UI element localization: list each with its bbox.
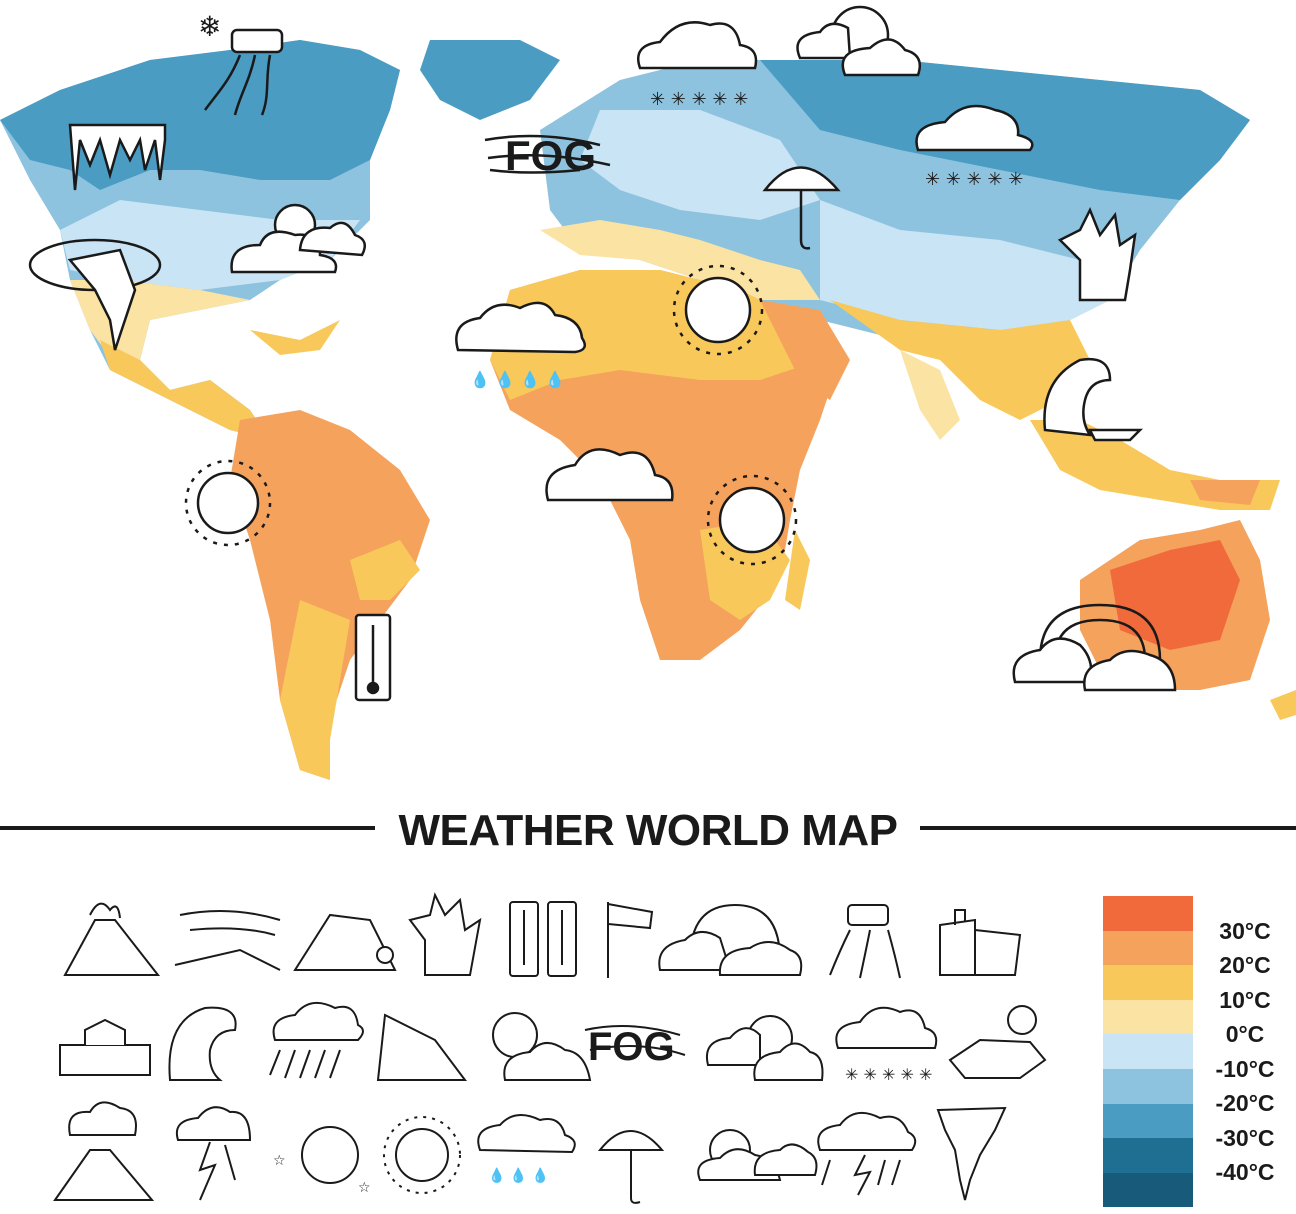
wildfire-icon-map bbox=[1057, 206, 1137, 302]
fog-label-icon: FOG bbox=[484, 132, 611, 179]
tornado-icon bbox=[28, 238, 162, 351]
icy-road-icon-legend bbox=[829, 904, 901, 979]
cloud-icon-africa bbox=[545, 448, 674, 502]
icicles-icon bbox=[68, 123, 167, 191]
legend-label-m10: -10°C bbox=[1215, 1056, 1275, 1082]
australia bbox=[1080, 520, 1296, 720]
tornado-icon-legend bbox=[936, 1106, 1007, 1201]
svg-text:✳ ✳ ✳ ✳ ✳: ✳ ✳ ✳ ✳ ✳ bbox=[925, 169, 1023, 190]
legend-swatch-20 bbox=[1103, 930, 1193, 966]
rain-cloud-icon bbox=[269, 1001, 364, 1079]
legend-swatch-bottom bbox=[1103, 1172, 1193, 1208]
umbrella-icon-map bbox=[762, 166, 841, 250]
svg-text:✳ ✳ ✳ ✳ ✳: ✳ ✳ ✳ ✳ ✳ bbox=[650, 89, 748, 110]
fog-icon: FOG bbox=[584, 1025, 686, 1069]
snowflake-icon: ❄ bbox=[198, 10, 221, 43]
southeast-asia bbox=[1030, 420, 1280, 510]
earthquake-icon bbox=[939, 909, 1022, 976]
legend-label-m30: -30°C bbox=[1215, 1125, 1275, 1151]
svg-text:☆: ☆ bbox=[273, 1153, 286, 1169]
legend-label-20: 20°C bbox=[1219, 952, 1271, 978]
map-title: WEATHER WORLD MAP bbox=[398, 806, 898, 855]
volcano-icon bbox=[63, 902, 161, 976]
rain-cloud-icon-map: 💧 💧 💧 💧 bbox=[455, 301, 587, 389]
wind-icon bbox=[174, 910, 281, 971]
sun-icon bbox=[383, 1116, 461, 1194]
eurasia bbox=[540, 60, 1250, 440]
sun-cloud-icon-legend bbox=[492, 1012, 592, 1081]
moon-stars-icon: ☆☆ bbox=[273, 1126, 371, 1196]
temperature-legend: 30°C 20°C 10°C 0°C -10°C -20°C -30°C -40… bbox=[1100, 896, 1296, 1209]
tsunami-icon bbox=[168, 1006, 237, 1081]
snow-cloud-icon-asia: ✳ ✳ ✳ ✳ ✳ bbox=[915, 104, 1034, 190]
rainbow-icon-map bbox=[1012, 603, 1177, 692]
legend-swatch-m30 bbox=[1103, 1103, 1193, 1139]
legend-label-m40: -40°C bbox=[1215, 1159, 1275, 1185]
south-america bbox=[230, 410, 430, 780]
snow-cloud-icon: ✳ ✳ ✳ ✳ ✳ bbox=[835, 1006, 938, 1084]
legend-swatch-m10 bbox=[1103, 1034, 1193, 1069]
thermometers-icon bbox=[509, 901, 577, 977]
rain-drops-icon: 💧 💧 💧 bbox=[477, 1114, 576, 1184]
thermometer-icon-map bbox=[354, 613, 392, 702]
map-icons: ❄ FOG ✳ ✳ ✳ ✳ ✳ bbox=[28, 5, 1177, 702]
snow-cloud-icon-europe: ✳ ✳ ✳ ✳ ✳ bbox=[637, 21, 758, 110]
legend-label-m20: -20°C bbox=[1215, 1090, 1275, 1116]
icy-road-icon bbox=[204, 28, 284, 116]
windsock-icon bbox=[607, 902, 654, 978]
tsunami-icon-map bbox=[1043, 357, 1144, 442]
svg-text:💧 💧 💧: 💧 💧 💧 bbox=[488, 1167, 549, 1184]
sun-icon-east-africa bbox=[706, 474, 798, 566]
night-cloud-icon bbox=[796, 5, 922, 77]
svg-text:☆: ☆ bbox=[358, 1180, 371, 1196]
avalanche-icon bbox=[376, 1013, 467, 1081]
rainbow-icon bbox=[658, 903, 803, 976]
wildfire-icon bbox=[408, 892, 482, 976]
legend-swatch-30 bbox=[1103, 896, 1193, 931]
night-cloud-icon-legend bbox=[706, 1015, 824, 1081]
legend-swatch-m40 bbox=[1103, 1138, 1193, 1173]
landslide-icon bbox=[293, 913, 397, 971]
legend-label-0: 0°C bbox=[1225, 1021, 1265, 1047]
sun-icon-south-america bbox=[184, 459, 272, 547]
sun-icon-north-africa bbox=[672, 264, 764, 356]
svg-text:💧 💧 💧 💧: 💧 💧 💧 💧 bbox=[470, 370, 565, 389]
sun-cloud-icon bbox=[230, 203, 367, 274]
icon-legend-svg: FOG ✳ ✳ ✳ ✳ ✳ ☆☆ 💧 💧 💧 bbox=[53, 892, 1047, 1204]
legend-label-30: 30°C bbox=[1219, 918, 1271, 944]
title-rule-right bbox=[920, 826, 1296, 830]
umbrella-icon bbox=[597, 1130, 665, 1204]
title-rule-left bbox=[0, 826, 375, 830]
storm-icon bbox=[817, 1111, 917, 1196]
legend-swatch-m20 bbox=[1103, 1069, 1193, 1104]
legend-label-10: 10°C bbox=[1219, 987, 1271, 1013]
flood-icon bbox=[59, 1018, 151, 1076]
svg-text:✳ ✳ ✳ ✳ ✳: ✳ ✳ ✳ ✳ ✳ bbox=[845, 1065, 932, 1084]
icon-legend-grid: FOG ✳ ✳ ✳ ✳ ✳ ☆ ☆ 💧 💧 💧 bbox=[40, 880, 1070, 1210]
world-map-svg: ❄ FOG ✳ ✳ ✳ ✳ ✳ bbox=[0, 5, 1296, 780]
legend-swatch-0 bbox=[1103, 999, 1193, 1035]
legend-swatch-10 bbox=[1103, 965, 1193, 1000]
lightning-icon bbox=[176, 1106, 252, 1201]
drought-icon bbox=[948, 1005, 1047, 1079]
eruption-icon bbox=[53, 1101, 155, 1201]
partly-cloudy-icon bbox=[697, 1129, 818, 1181]
world-map: ❄ FOG ✳ ✳ ✳ ✳ ✳ bbox=[0, 5, 1296, 780]
